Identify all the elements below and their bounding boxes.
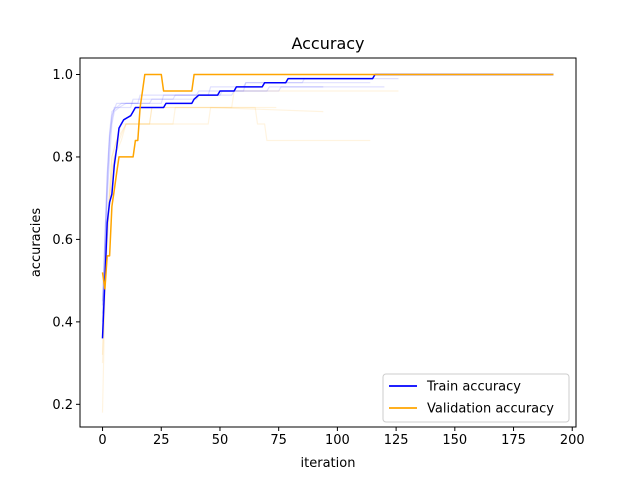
x-tick-label: 200 — [560, 433, 585, 448]
y-axis-label: accuracies — [29, 208, 44, 278]
x-tick-label: 175 — [501, 433, 526, 448]
faint-run-4-line — [101, 86, 324, 322]
x-axis-ticks: 0 25 50 75 100 125 150 175 200 — [98, 427, 585, 448]
y-axis-ticks: 0.2 0.4 0.6 0.8 1.0 — [52, 68, 80, 413]
chart-title: Accuracy — [291, 34, 364, 53]
legend-label-validation-accuracy: Validation accuracy — [427, 402, 554, 417]
train-accuracy-line — [101, 73, 554, 339]
x-tick-label: 50 — [212, 433, 229, 448]
x-tick-label: 125 — [384, 433, 409, 448]
x-axis-label: iteration — [301, 456, 356, 471]
y-tick-label: 0.2 — [52, 398, 73, 413]
x-tick-label: 25 — [153, 433, 170, 448]
y-tick-label: 0.4 — [52, 315, 73, 330]
x-tick-label: 75 — [270, 433, 287, 448]
x-tick-label: 150 — [442, 433, 467, 448]
plot-frame — [79, 57, 577, 428]
plot-series — [101, 73, 554, 413]
y-tick-label: 1.0 — [52, 68, 73, 83]
y-tick-label: 0.6 — [52, 233, 73, 248]
y-tick-label: 0.8 — [52, 150, 73, 165]
legend-box — [382, 373, 570, 423]
x-tick-label: 100 — [325, 433, 350, 448]
x-tick-label: 0 — [98, 433, 106, 448]
faint-run-5-line — [101, 82, 371, 306]
legend: Train accuracy Validation accuracy — [382, 373, 570, 423]
validation-accuracy-line — [101, 73, 554, 290]
faint-run-8-line — [101, 106, 371, 364]
faint-run-2-line — [101, 86, 385, 314]
legend-label-train-accuracy: Train accuracy — [426, 380, 521, 395]
